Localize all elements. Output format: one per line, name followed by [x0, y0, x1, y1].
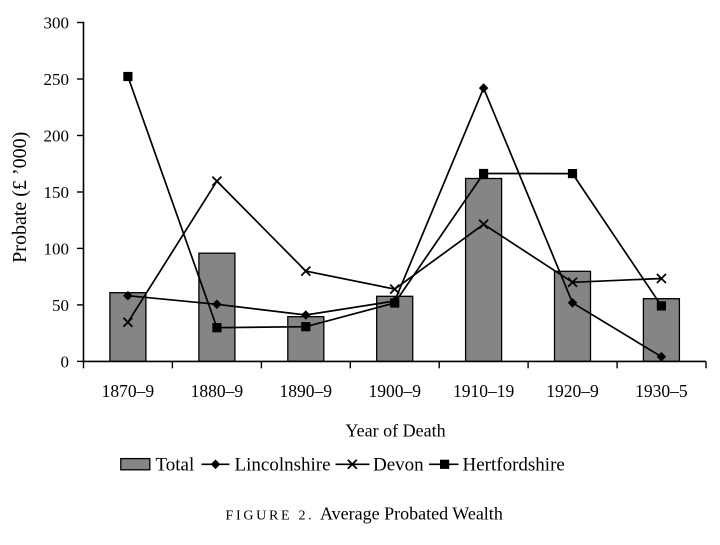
- svg-text:Devon: Devon: [373, 454, 424, 475]
- svg-text:Probate (£ ’000): Probate (£ ’000): [9, 132, 31, 263]
- svg-text:Lincolnshire: Lincolnshire: [235, 454, 331, 475]
- svg-text:250: 250: [44, 70, 70, 89]
- svg-text:1880–9: 1880–9: [191, 381, 244, 401]
- svg-text:150: 150: [44, 183, 70, 202]
- svg-text:1920–9: 1920–9: [546, 381, 599, 401]
- svg-text:Hertfordshire: Hertfordshire: [463, 454, 565, 475]
- svg-text:100: 100: [44, 239, 70, 258]
- svg-text:1910–19: 1910–19: [453, 381, 515, 401]
- svg-text:200: 200: [44, 126, 70, 145]
- svg-text:50: 50: [52, 296, 69, 315]
- svg-text:0: 0: [61, 352, 70, 371]
- svg-text:1890–9: 1890–9: [280, 381, 333, 401]
- svg-text:1900–9: 1900–9: [368, 381, 421, 401]
- svg-text:1870–9: 1870–9: [102, 381, 155, 401]
- svg-text:1930–5: 1930–5: [635, 381, 688, 401]
- svg-text:300: 300: [44, 13, 70, 32]
- svg-text:Average Probated Wealth: Average Probated Wealth: [320, 504, 503, 524]
- svg-text:Year of Death: Year of Death: [345, 421, 445, 441]
- svg-text:FIGURE 2.: FIGURE 2.: [226, 509, 315, 524]
- svg-text:Total: Total: [156, 454, 195, 475]
